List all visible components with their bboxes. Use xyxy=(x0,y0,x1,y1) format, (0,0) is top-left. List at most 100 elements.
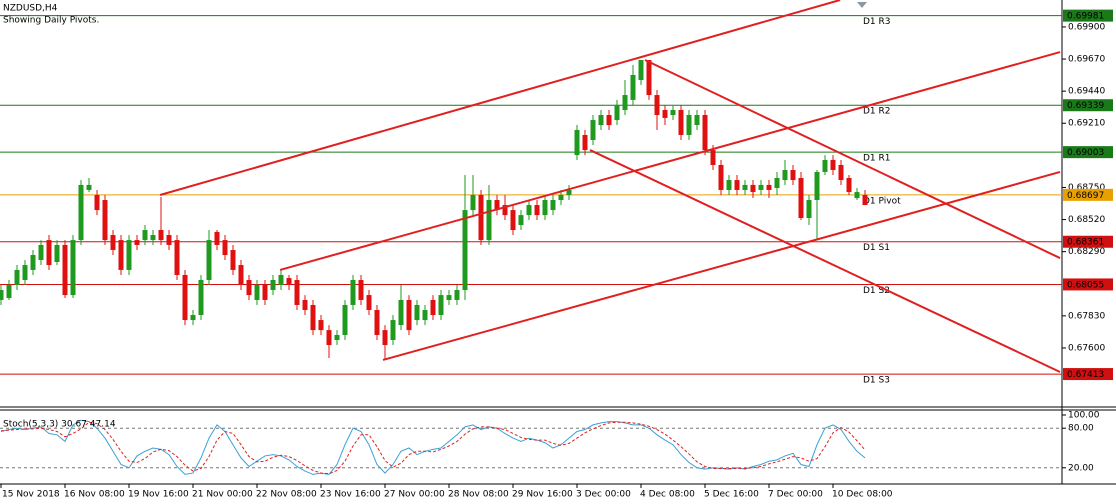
x-tick-label: 5 Dec 16:00 xyxy=(704,490,759,500)
candle-body xyxy=(366,295,372,310)
candle-body xyxy=(54,244,60,262)
candle-body xyxy=(70,240,76,296)
price-box xyxy=(1063,146,1113,159)
candle-body xyxy=(438,295,444,316)
candle-body xyxy=(110,235,116,250)
candle-body xyxy=(6,285,12,298)
candle-body xyxy=(134,240,140,245)
candle-body xyxy=(334,334,340,341)
price-box xyxy=(1063,368,1113,381)
candle-body xyxy=(294,279,300,305)
candle-body xyxy=(14,269,20,286)
y-tick-label: 0.69670 xyxy=(1068,55,1105,65)
y-tick-label: 0.69440 xyxy=(1068,87,1105,97)
x-tick-label: 22 Nov 08:00 xyxy=(256,490,317,500)
candle-body xyxy=(614,104,620,121)
y-tick-label: 0.69210 xyxy=(1068,119,1105,129)
stoch-panel xyxy=(0,419,1062,475)
y-tick-label: 80.00 xyxy=(1068,424,1094,434)
candle-body xyxy=(582,134,588,151)
candle-body xyxy=(94,194,100,211)
candle-body xyxy=(190,315,196,321)
candle-body xyxy=(302,299,308,310)
candle-body xyxy=(446,295,452,300)
x-tick-label: 27 Nov 00:00 xyxy=(384,490,445,500)
candle-body xyxy=(22,265,28,280)
x-tick-label: 16 Nov 08:00 xyxy=(64,490,125,500)
candle-body xyxy=(526,205,532,216)
candle-body xyxy=(502,205,508,216)
candle-body xyxy=(750,184,756,193)
trendline xyxy=(279,51,1061,271)
candle-body xyxy=(566,189,572,195)
price-box-label: 0.67413 xyxy=(1067,370,1104,380)
candle-body xyxy=(462,210,468,291)
candle-body xyxy=(86,184,92,190)
chart-subtitle: Showing Daily Pivots. xyxy=(3,16,99,26)
candle-body xyxy=(30,255,36,270)
candle-body xyxy=(214,231,220,245)
candle-body xyxy=(422,309,428,321)
candle-body xyxy=(78,184,84,241)
candle-body xyxy=(326,330,332,346)
shift-marker xyxy=(857,2,867,8)
pivot-label: D1 R2 xyxy=(863,107,891,117)
candle-body xyxy=(510,210,516,231)
price-box-label: 0.68055 xyxy=(1067,280,1104,290)
pivot-label: D1 Pivot xyxy=(863,196,901,206)
candle-body xyxy=(310,304,316,331)
price-box xyxy=(1063,99,1113,112)
candle-body xyxy=(254,285,260,300)
candle-body xyxy=(286,278,292,286)
chart-title: NZDUSD,H4 xyxy=(3,4,58,14)
candle-body xyxy=(238,265,244,286)
candle-body xyxy=(542,200,548,216)
candle-body xyxy=(766,184,772,190)
candle-body xyxy=(710,150,716,165)
candle-body xyxy=(406,299,412,331)
candle-body xyxy=(606,115,612,126)
candle-body xyxy=(638,60,644,80)
x-tick-label: 15 Nov 2018 xyxy=(2,490,60,500)
candle-body xyxy=(830,159,836,171)
candle-body xyxy=(550,200,556,211)
axes: 0.69900 0.69670 0.69440 0.69210 0.68750 0.685… xyxy=(0,9,1113,500)
trendline xyxy=(589,149,1061,373)
candle-body xyxy=(798,177,804,219)
candle-body xyxy=(678,109,684,135)
candle-body xyxy=(182,274,188,321)
candle-body xyxy=(702,115,708,151)
candle-body xyxy=(534,205,540,216)
candle-body xyxy=(518,215,524,225)
candle-body xyxy=(494,200,500,211)
price-box-label: 0.69339 xyxy=(1067,101,1104,111)
price-box xyxy=(1063,278,1113,291)
candle-body xyxy=(358,279,364,300)
candle-body xyxy=(62,244,68,296)
x-tick-label: 4 Dec 08:00 xyxy=(640,490,695,500)
candle-body xyxy=(854,192,860,199)
pivot-label: D1 S3 xyxy=(863,376,890,386)
candle-body xyxy=(0,290,4,300)
candle-body xyxy=(150,235,156,241)
candle-body xyxy=(166,235,172,245)
y-tick-label: 0.67830 xyxy=(1068,311,1105,321)
price-box-label: 0.68697 xyxy=(1067,191,1104,201)
candle-body xyxy=(598,115,604,126)
candle-body xyxy=(734,180,740,190)
candle-body xyxy=(782,170,788,181)
price-box xyxy=(1063,9,1113,22)
indicator-title: Stoch(5,3,3) 30.67 47.14 xyxy=(3,420,116,430)
y-tick-label: 0.68290 xyxy=(1068,247,1105,257)
candle-body xyxy=(158,230,164,241)
candle-body xyxy=(838,164,844,181)
candle-body xyxy=(390,320,396,341)
candle-body xyxy=(118,240,124,270)
candle-body xyxy=(342,304,348,335)
candle-body xyxy=(590,120,596,140)
candle-body xyxy=(774,177,780,189)
candle-body xyxy=(718,164,724,190)
candle-body xyxy=(278,274,284,286)
